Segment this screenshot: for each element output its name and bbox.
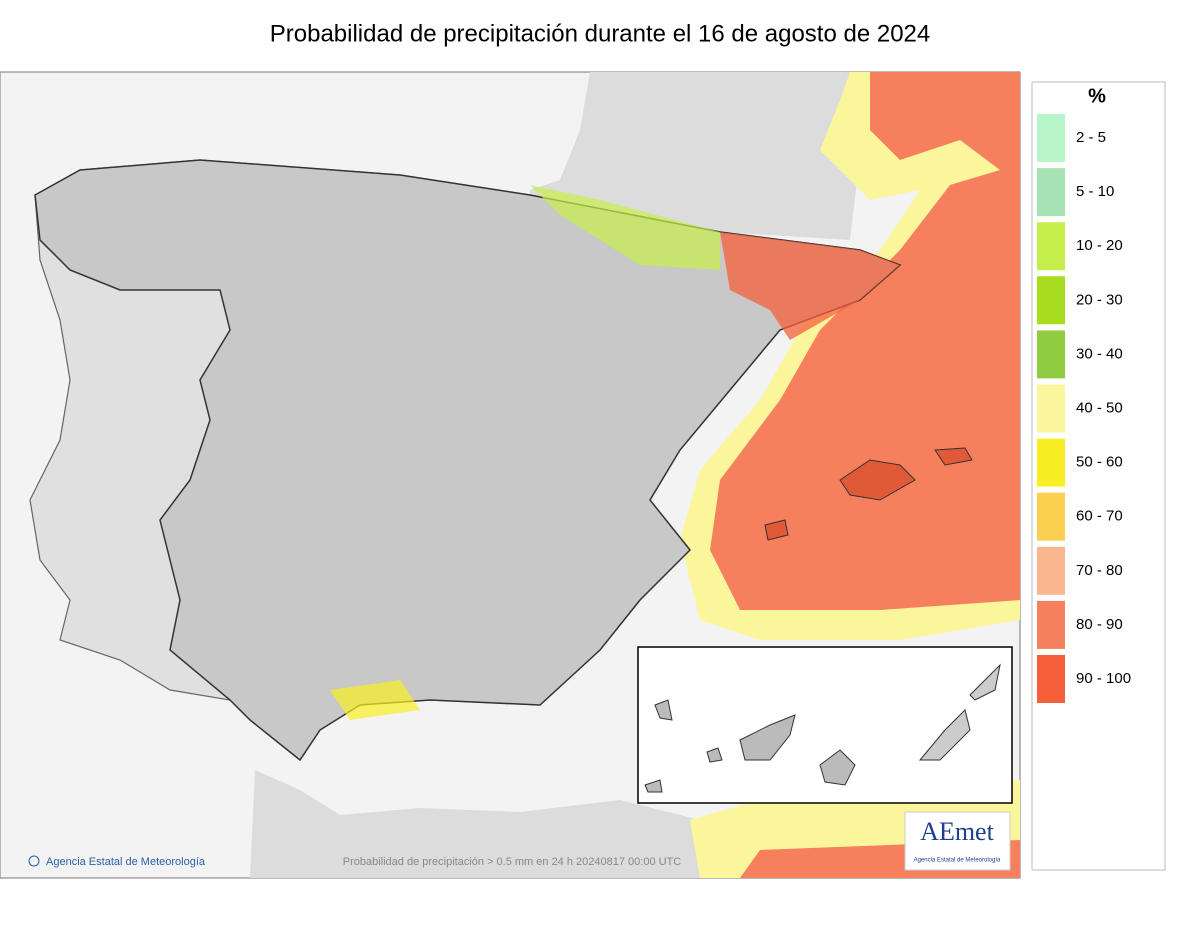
legend-swatch: [1037, 384, 1065, 433]
gran-canaria: [819, 749, 856, 786]
tenerife: [739, 714, 796, 761]
la-gomera: [706, 747, 723, 763]
copyright-icon: [28, 855, 40, 867]
band-high: [710, 72, 1020, 610]
menorca: [934, 447, 973, 466]
legend-swatch: [1037, 330, 1065, 379]
legend-label: 70 - 80: [1076, 562, 1123, 579]
legend-label: 40 - 50: [1076, 399, 1123, 416]
south-rain: [330, 680, 420, 720]
legend-swatch: [1037, 546, 1065, 595]
legend-label: 50 - 60: [1076, 454, 1123, 471]
legend-swatch: [1037, 276, 1065, 325]
legend-label: 90 - 100: [1076, 670, 1131, 687]
pyrenees-rain: [530, 185, 720, 270]
map-caption: Probabilidad de precipitación > 0.5 mm e…: [343, 856, 682, 868]
legend-label: 5 - 10: [1076, 183, 1114, 200]
title: Probabilidad de precipitación durante el…: [270, 20, 931, 47]
la-palma: [654, 699, 673, 721]
legend-label: 80 - 90: [1076, 616, 1123, 633]
el-hierro: [644, 779, 663, 793]
legend-label: 2 - 5: [1076, 129, 1106, 146]
legend-swatch: [1037, 438, 1065, 487]
legend-unit: %: [1088, 85, 1106, 107]
catalonia-rain: [720, 232, 900, 340]
legend-swatch: [1037, 655, 1065, 703]
logo-subtitle: Agencia Estatal de Meteorología: [914, 858, 1001, 864]
legend-label: 30 - 40: [1076, 345, 1123, 362]
legend-swatch: [1037, 222, 1065, 271]
logo-box: [904, 811, 1011, 871]
africa: [250, 770, 760, 878]
legend-swatch: [1037, 168, 1065, 217]
legend-swatch: [1037, 114, 1065, 162]
map: Agencia Estatal de Meteorología Probabil…: [0, 71, 1021, 879]
ibiza: [764, 519, 789, 541]
agency-credit: Agencia Estatal de Meteorología: [46, 856, 206, 868]
lanzarote: [969, 663, 1001, 701]
legend-label: 60 - 70: [1076, 508, 1123, 525]
fuerteventura: [918, 709, 971, 761]
legend-label: 20 - 30: [1076, 291, 1123, 308]
legend-swatch: [1037, 492, 1065, 541]
legend-swatch: [1037, 600, 1065, 649]
mallorca: [839, 459, 916, 501]
logo: AEmet: [920, 817, 994, 846]
legend: % 2 - 5 5 - 10 10 - 20 20 - 30 30 - 40 40 - 5…: [1031, 81, 1166, 871]
legend-label: 10 - 20: [1076, 237, 1123, 254]
